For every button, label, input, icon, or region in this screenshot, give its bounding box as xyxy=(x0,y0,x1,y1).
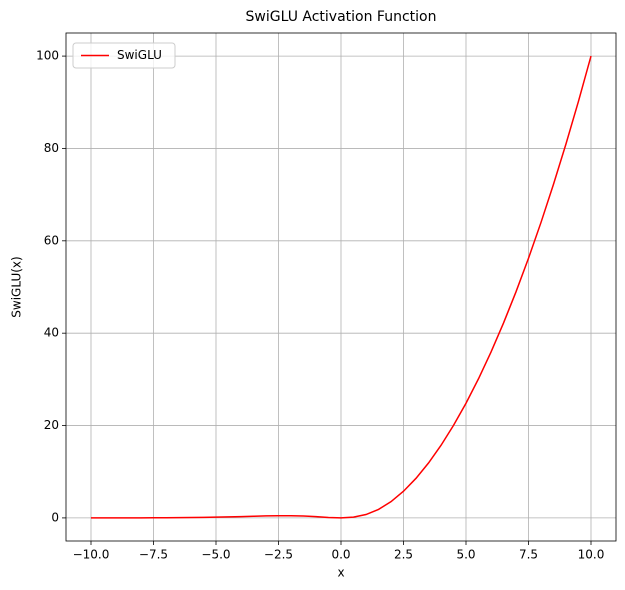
x-tick-label: −2.5 xyxy=(264,548,293,562)
x-tick-label: 2.5 xyxy=(394,548,413,562)
y-tick-label: 100 xyxy=(36,49,59,63)
y-tick-label: 80 xyxy=(44,141,59,155)
x-tick-label: 0.0 xyxy=(331,548,350,562)
y-tick-label: 20 xyxy=(44,418,59,432)
y-tick-label: 0 xyxy=(51,510,59,524)
x-tick-label: 7.5 xyxy=(519,548,538,562)
series-line xyxy=(90,55,592,519)
x-axis-label: x xyxy=(337,566,344,580)
y-axis-label: SwiGLU(x) xyxy=(10,256,24,317)
y-tick-label: 60 xyxy=(44,233,59,247)
legend-label: SwiGLU xyxy=(117,48,162,62)
x-tick-label: −7.5 xyxy=(139,548,168,562)
x-tick-label: −10.0 xyxy=(73,548,110,562)
y-tick-label: 40 xyxy=(44,326,59,340)
chart-title: SwiGLU Activation Function xyxy=(246,9,437,25)
x-tick-label: 10.0 xyxy=(578,548,605,562)
x-tick-label: −5.0 xyxy=(201,548,230,562)
plot-frame xyxy=(65,32,617,542)
legend-box xyxy=(72,42,176,69)
x-tick-label: 5.0 xyxy=(456,548,475,562)
